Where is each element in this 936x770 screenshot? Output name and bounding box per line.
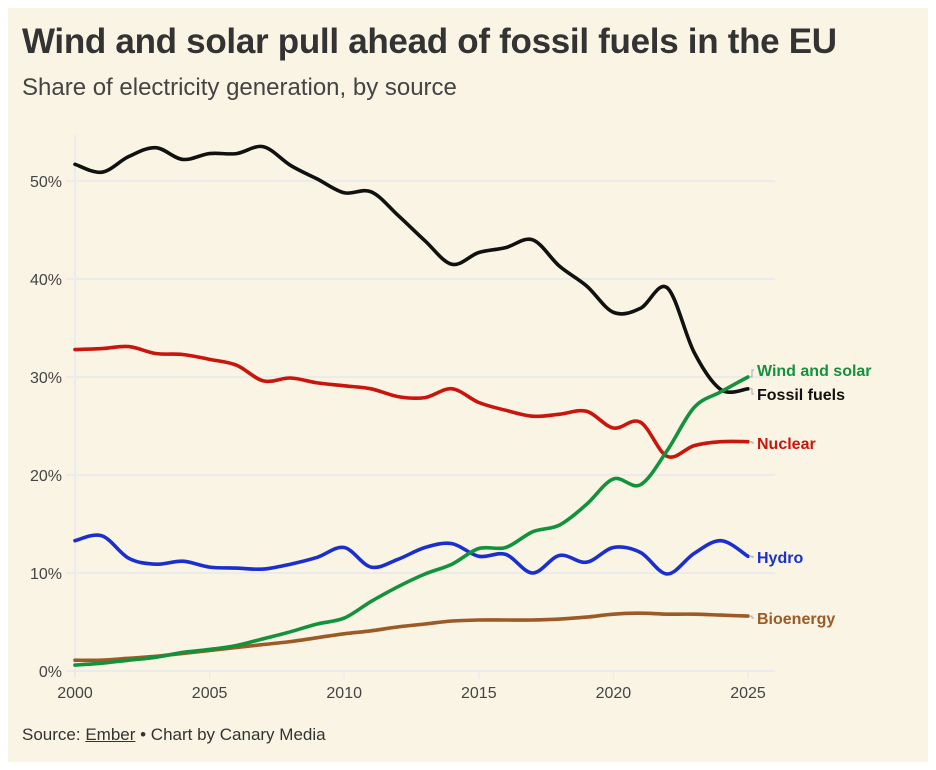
series-label-bioenergy: Bioenergy xyxy=(757,611,835,628)
label-leader-fossil-fuels xyxy=(749,388,754,395)
source-prefix: Source: xyxy=(22,725,86,744)
x-tick-label: 2010 xyxy=(326,685,362,702)
series-labels: Fossil fuels Wind and solar Nuclear Hydro Bi… xyxy=(749,363,872,628)
y-tick-label: 30% xyxy=(30,370,62,387)
series-lines xyxy=(73,144,750,667)
label-leader-nuclear xyxy=(749,441,754,444)
label-leader-bioenergy xyxy=(749,615,754,619)
label-leader-hydro xyxy=(749,555,754,558)
y-tick-label: 40% xyxy=(30,272,62,289)
y-tick-label: 10% xyxy=(30,566,62,583)
y-tick-label: 50% xyxy=(30,174,62,191)
series-line-hydro xyxy=(73,533,750,576)
grid-lines xyxy=(66,135,775,677)
series-label-nuclear: Nuclear xyxy=(757,436,816,453)
label-leader-wind-and-solar xyxy=(749,369,754,378)
y-tick-label: 0% xyxy=(39,664,62,681)
x-tick-label: 2020 xyxy=(596,685,632,702)
series-label-fossil-fuels: Fossil fuels xyxy=(757,387,845,404)
source-link-ember[interactable]: Ember xyxy=(85,725,136,744)
chart-panel xyxy=(8,8,928,762)
x-tick-label: 2025 xyxy=(730,685,766,702)
series-line-fossil-fuels xyxy=(73,144,750,394)
y-tick-label: 20% xyxy=(30,468,62,485)
source-suffix: • Chart by Canary Media xyxy=(135,725,326,744)
x-tick-label: 2015 xyxy=(461,685,497,702)
x-tick-label: 2005 xyxy=(192,685,228,702)
series-line-nuclear xyxy=(73,344,750,459)
x-axis: 2000 2005 2010 2015 2020 2025 xyxy=(57,671,766,702)
series-label-wind-and-solar: Wind and solar xyxy=(757,363,872,380)
chart-subtitle: Share of electricity generation, by sour… xyxy=(22,74,457,101)
series-label-hydro: Hydro xyxy=(757,550,803,567)
chart-title: Wind and solar pull ahead of fossil fuel… xyxy=(22,22,837,61)
source-note: Source: Ember • Chart by Canary Media xyxy=(22,725,326,745)
y-axis: 0% 10% 20% 30% 40% 50% xyxy=(30,174,62,681)
series-line-wind-and-solar xyxy=(73,375,750,667)
x-tick-label: 2000 xyxy=(57,685,93,702)
